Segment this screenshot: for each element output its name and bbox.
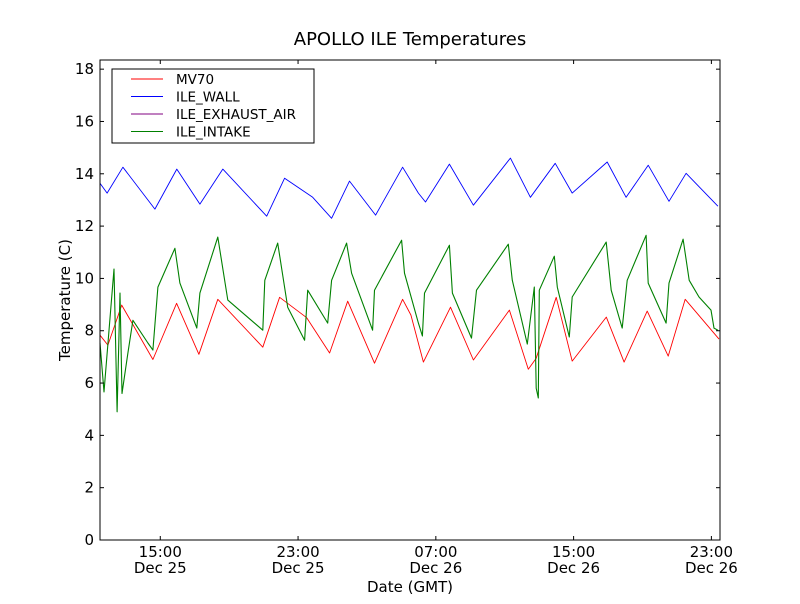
y-tick-label: 0 [84,531,94,549]
x-tick-label-date: Dec 26 [547,559,600,577]
x-tick-label-date: Dec 25 [272,559,325,577]
y-tick-label: 4 [84,426,94,444]
series-lines [99,157,720,413]
x-tick-label-time: 23:00 [276,543,319,561]
chart-title: APOLLO ILE Temperatures [294,29,526,50]
x-tick-label-date: Dec 26 [685,559,738,577]
legend-box [111,68,315,144]
x-tick-label-time: 07:00 [414,543,457,561]
legend-label: MV70 [176,72,214,88]
x-tick-label-time: 15:00 [552,543,595,561]
y-tick-label: 12 [75,217,94,235]
legend-label: ILE_WALL [176,90,240,106]
x-tick-label-time: 15:00 [139,543,182,561]
y-tick-label: 6 [84,374,94,392]
x-tick-label-time: 23:00 [690,543,733,561]
x-tick-label-date: Dec 26 [409,559,462,577]
legend-label: ILE_INTAKE [176,125,251,141]
series-line-mv70 [99,296,720,370]
plot-frame [99,59,721,541]
y-tick-label: 8 [84,322,94,340]
x-tick-label-date: Dec 25 [134,559,187,577]
series-line-ile-wall [99,157,719,219]
y-tick-label: 16 [75,112,94,130]
y-axis-label: Temperature (C) [56,239,74,362]
y-tick-label: 18 [75,60,94,78]
series-line-ile-intake [99,234,719,413]
y-tick-label: 10 [75,269,94,287]
y-tick-label: 2 [84,479,94,497]
x-axis-label: Date (GMT) [367,578,453,596]
legend-label: ILE_EXHAUST_AIR [176,107,296,123]
y-tick-label: 14 [75,165,94,183]
